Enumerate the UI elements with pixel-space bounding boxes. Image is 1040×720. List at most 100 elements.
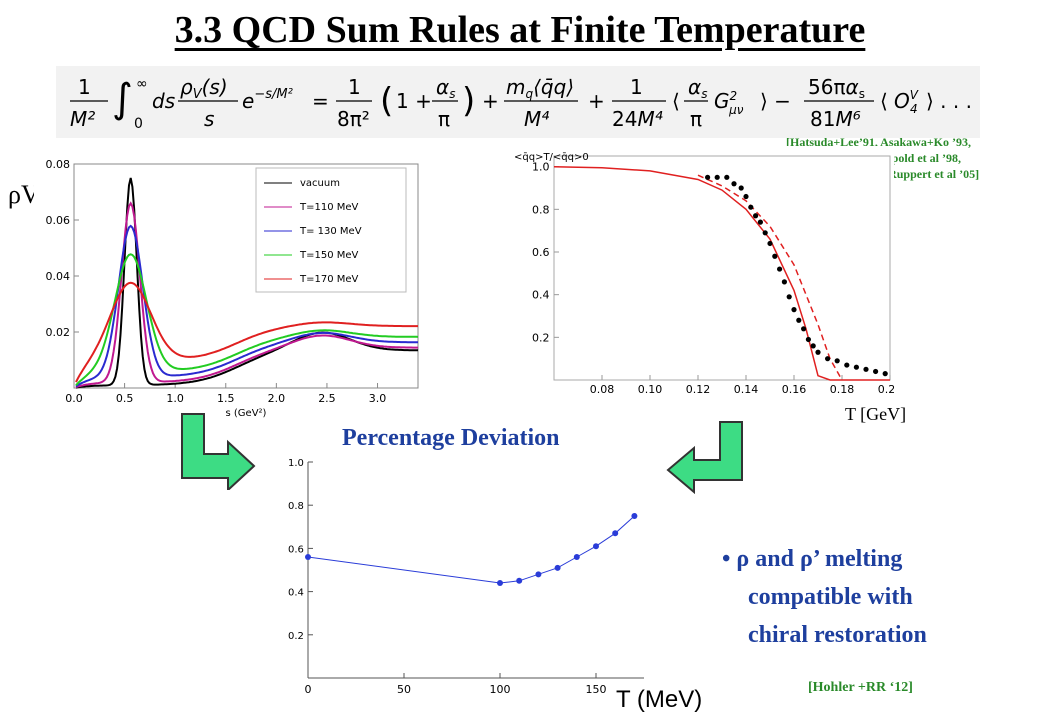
svg-text:+: + bbox=[482, 89, 499, 113]
y-tick-label: 0.2 bbox=[288, 631, 304, 642]
data-point bbox=[853, 364, 859, 370]
svg-text:αs: αs bbox=[436, 75, 455, 101]
x-tick-label: 150 bbox=[586, 683, 607, 696]
y-tick-label: 1.0 bbox=[288, 458, 304, 469]
data-point bbox=[738, 185, 744, 191]
data-point bbox=[815, 349, 821, 355]
y-tick-label: 1.0 bbox=[532, 161, 550, 174]
data-point bbox=[573, 554, 580, 561]
data-point bbox=[748, 204, 754, 210]
data-point bbox=[305, 554, 311, 561]
svg-text:M⁴: M⁴ bbox=[524, 107, 549, 131]
svg-text:⟨: ⟨ bbox=[672, 89, 680, 113]
series-line bbox=[553, 165, 890, 381]
svg-text:1: 1 bbox=[630, 75, 643, 99]
data-point bbox=[612, 530, 619, 537]
data-point bbox=[801, 326, 807, 332]
spectral-function-plot: 0.0 0.5 1.0 1.5 2.0 2.5 3.0 0.02 0.04 0.06 0.08 s (… bbox=[34, 156, 424, 419]
data-point bbox=[724, 174, 730, 180]
formula-upper-limit: ∞ bbox=[136, 76, 148, 92]
data-point bbox=[714, 174, 720, 180]
data-point bbox=[781, 279, 787, 285]
formula-frac-1-num: 1 bbox=[78, 75, 91, 99]
x-tick-label: 50 bbox=[397, 683, 411, 696]
spectral-function-chart: 0.0 0.5 1.0 1.5 2.0 2.5 3.0 0.02 0.04 0.06 0.08 s (… bbox=[46, 158, 419, 419]
svg-text:π: π bbox=[690, 107, 702, 131]
formula-rho: ρV(s) bbox=[180, 75, 228, 102]
svg-text:1: 1 bbox=[348, 75, 361, 99]
svg-text:81M⁶: 81M⁶ bbox=[810, 107, 861, 131]
data-point bbox=[762, 230, 768, 236]
svg-text:): ) bbox=[462, 81, 475, 121]
bullet-line: chiral restoration bbox=[748, 622, 927, 648]
legend-label: T=170 MeV bbox=[299, 274, 359, 285]
data-point bbox=[834, 358, 840, 364]
data-point bbox=[825, 356, 831, 362]
data-point bbox=[810, 343, 816, 349]
y-tick-label: 0.2 bbox=[532, 331, 550, 344]
svg-text:24M⁴: 24M⁴ bbox=[612, 107, 663, 131]
x-tick-label: 0.16 bbox=[782, 383, 807, 396]
legend-label: T=110 MeV bbox=[299, 202, 359, 213]
data-point bbox=[731, 181, 737, 187]
bottom-plot-xlabel: T (MeV) bbox=[616, 686, 703, 713]
x-tick-label: 0.14 bbox=[734, 383, 759, 396]
y-tick-label: 0.8 bbox=[288, 501, 304, 512]
legend-label: T= 130 MeV bbox=[299, 226, 362, 237]
data-point bbox=[767, 240, 773, 247]
data-point bbox=[882, 371, 888, 377]
y-tick-label: 0.6 bbox=[288, 544, 304, 555]
series-line bbox=[75, 201, 418, 389]
formula-lower-limit: 0 bbox=[134, 116, 143, 132]
legend-box bbox=[255, 167, 407, 293]
data-point bbox=[757, 219, 763, 225]
citation: [Hohler +RR ‘12] bbox=[808, 680, 913, 695]
data-point bbox=[786, 294, 792, 300]
svg-text:αs: αs bbox=[688, 75, 707, 101]
x-tick-label: 3.0 bbox=[369, 392, 387, 405]
svg-text:(: ( bbox=[380, 81, 393, 121]
conclusion-bullet: • ρ and ρ’ melting compatible with chira… bbox=[722, 540, 927, 654]
data-point bbox=[535, 571, 542, 578]
y-tick-label: 0.06 bbox=[46, 214, 71, 227]
x-tick-label: 2.5 bbox=[318, 392, 336, 405]
x-tick-label: 0.20 bbox=[878, 383, 894, 396]
formula-frac-1-den: M² bbox=[70, 107, 95, 131]
arrow-down-right-icon bbox=[181, 413, 256, 490]
x-tick-label: 0.12 bbox=[686, 383, 711, 396]
x-tick-label: 0.5 bbox=[116, 392, 133, 405]
series-line bbox=[75, 253, 419, 386]
data-point bbox=[805, 336, 811, 343]
data-point bbox=[796, 317, 802, 323]
svg-text:56παs: 56παs bbox=[808, 75, 865, 101]
y-tick-label: 0.4 bbox=[532, 289, 550, 302]
y-tick-label: 0.02 bbox=[46, 326, 71, 339]
condensate-plot: 0.08 0.10 0.12 0.14 0.16 0.18 0.20 0.2 0.4 0.6 0.8… bbox=[512, 146, 902, 398]
arrow-down-left-icon bbox=[666, 421, 743, 494]
svg-text:⟩ −: ⟩ − bbox=[760, 89, 791, 113]
x-axis-label: s (GeV²) bbox=[226, 408, 267, 418]
svg-text:OV4: OV 4 bbox=[894, 88, 919, 116]
data-point bbox=[497, 579, 503, 586]
svg-text:⟨: ⟨ bbox=[880, 89, 888, 113]
page-title: 3.3 QCD Sum Rules at Finite Temperature bbox=[174, 9, 866, 51]
y-tick-label: 0.8 bbox=[532, 203, 550, 216]
percentage-deviation-chart: 0 50 100 150 0.2 0.4 0.6 0.8 1.0 bbox=[288, 458, 644, 696]
svg-text:=: = bbox=[312, 89, 329, 113]
svg-text:1 +: 1 + bbox=[396, 89, 432, 113]
x-tick-label: 1.0 bbox=[166, 392, 184, 405]
svg-text:⟩ . . .: ⟩ . . . bbox=[926, 89, 972, 113]
data-point bbox=[743, 193, 749, 200]
plot-frame bbox=[553, 155, 891, 381]
series-line bbox=[75, 281, 418, 383]
data-point bbox=[631, 513, 638, 519]
data-point bbox=[873, 368, 879, 375]
bullet-line: ρ and ρ’ melting bbox=[736, 546, 903, 572]
x-tick-label: 0 bbox=[305, 683, 312, 696]
x-tick-label: 0.08 bbox=[590, 383, 615, 396]
y-axis-label: <q̄q>T/<q̄q>0 bbox=[514, 152, 589, 163]
percentage-deviation-plot: 0 50 100 150 0.2 0.4 0.6 0.8 1.0 bbox=[288, 452, 654, 698]
data-point bbox=[791, 307, 797, 313]
y-tick-label: 0.6 bbox=[532, 246, 550, 259]
